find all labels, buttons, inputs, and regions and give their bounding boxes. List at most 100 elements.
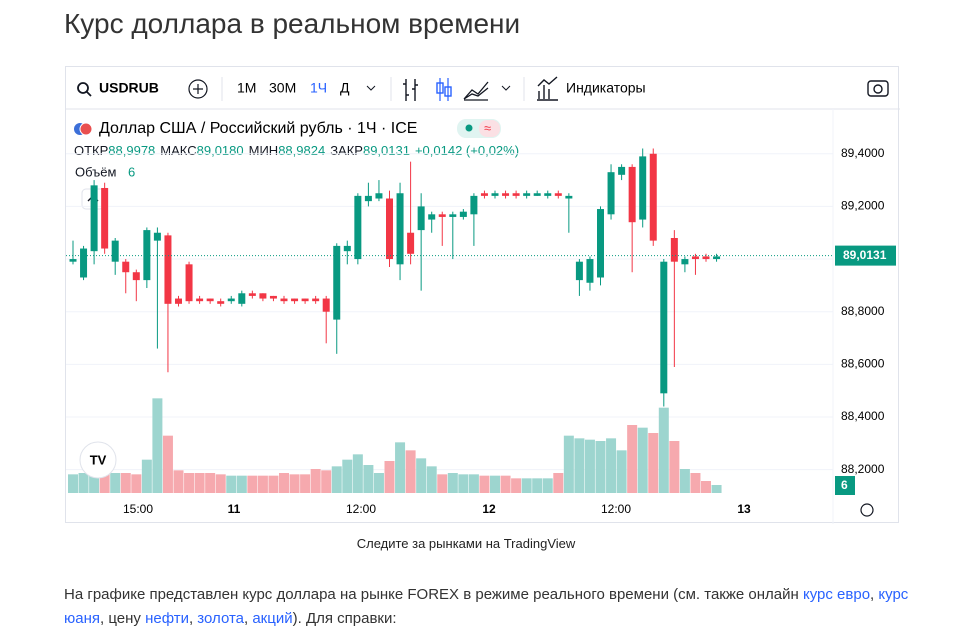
tv-logo-mark: TV (90, 452, 107, 467)
volume-bar (205, 473, 216, 493)
volume-bar (416, 458, 427, 493)
x-tick-label: 12 (482, 502, 496, 516)
candle-body (407, 232, 415, 254)
candle-body (80, 248, 88, 278)
volume-bar (395, 442, 406, 493)
y-tick-label: 88,8000 (841, 304, 885, 318)
text: ). Для справки: (292, 610, 397, 627)
tv-logo[interactable] (79, 441, 117, 479)
candles-icon[interactable] (436, 82, 444, 94)
paragraph: На графике представлен курс доллара на р… (64, 583, 914, 631)
legend-high: 89,0180 (197, 143, 244, 158)
volume-bar (584, 439, 595, 493)
y-tick-label: 88,4000 (841, 409, 885, 423)
candle-body (164, 235, 172, 304)
page: Курс доллара в реальном времени USDRUB 1… (64, 8, 909, 627)
candle-body (185, 264, 193, 302)
volume-bar (426, 466, 437, 493)
candles-icon-wicks (439, 78, 449, 101)
candle-body (101, 187, 109, 249)
volume-bar (173, 470, 184, 493)
interval[interactable]: 30М (269, 80, 296, 96)
candle-body (512, 193, 520, 196)
volume-bar (352, 454, 363, 493)
candle-body (280, 298, 288, 302)
volume-bar (247, 475, 258, 493)
interval[interactable]: Д (340, 80, 350, 96)
volume-bar (300, 474, 311, 493)
candle-body (396, 193, 404, 265)
symbol[interactable]: USDRUB (99, 80, 159, 96)
candle-body (586, 259, 594, 283)
candle-body (322, 298, 330, 312)
chart: USDRUB 1М 30М 1Ч Д Индикаторы Доллар США… (66, 76, 900, 524)
link[interactable]: курс евро (802, 586, 871, 603)
volume-bar (89, 473, 100, 493)
interval-active[interactable]: 1Ч (310, 80, 327, 96)
volume-bar (384, 461, 395, 493)
volume-bar (184, 473, 195, 493)
candle-body (480, 193, 488, 196)
indicators-icon[interactable] (537, 76, 558, 101)
link[interactable]: акций (252, 610, 293, 627)
candle-body (206, 298, 214, 302)
dropdown-arrow[interactable] (501, 85, 511, 91)
legend-close: 89,0131 (363, 143, 410, 158)
candle-body (69, 259, 77, 262)
volume-bar (468, 474, 479, 493)
candle-body (428, 214, 436, 220)
link[interactable]: нефти (145, 610, 189, 627)
candle-body (301, 298, 309, 302)
line-icon[interactable] (463, 81, 489, 101)
last-volume-label: 6 (841, 478, 848, 492)
volume-legend-label: Объём (75, 164, 116, 179)
volume-bar (658, 407, 669, 493)
link[interactable]: золота (197, 610, 244, 627)
candle-body (544, 193, 552, 196)
candle-body (132, 272, 140, 281)
candle-body (470, 195, 478, 215)
volume-bar (458, 474, 469, 493)
delay-icon: ≈ (484, 120, 491, 135)
volume-bar (99, 470, 110, 493)
dropdown-arrow[interactable] (366, 85, 376, 91)
volume-bar (373, 473, 384, 493)
candle-body (111, 240, 119, 262)
candle-body (691, 256, 699, 260)
text: На графике представлен курс доллара на р… (64, 586, 803, 603)
search-icon[interactable] (77, 82, 89, 94)
volume-bar (321, 470, 332, 493)
indicators-button[interactable]: Индикаторы (566, 80, 646, 96)
x-tick-label: 12:00 (601, 502, 631, 516)
candle-body (153, 232, 161, 241)
flag-icon (79, 122, 93, 136)
volume-bar (78, 473, 89, 493)
tradingview-widget: USDRUB 1М 30М 1Ч Д Индикаторы Доллар США… (65, 66, 900, 524)
legend-open: 88,9978 (108, 143, 155, 158)
volume-bar (257, 475, 268, 493)
candle-body (459, 211, 467, 217)
volume-bar (627, 425, 638, 493)
legend-open-label: ОТКР (74, 143, 108, 158)
plus-icon (193, 84, 203, 94)
bars-icon[interactable] (403, 79, 418, 101)
volume-bar (490, 475, 500, 493)
interval[interactable]: 1М (237, 80, 256, 96)
volume-bar (226, 475, 237, 493)
volume-bar (363, 465, 374, 493)
volume-bar (500, 475, 511, 493)
x-tick-label: 12:00 (346, 502, 376, 516)
volume-bar (563, 435, 574, 493)
settings-icon[interactable] (860, 503, 874, 517)
candle-body (269, 295, 277, 299)
volume-bar (279, 473, 289, 493)
volume-bar (637, 427, 648, 493)
compare-button[interactable] (188, 79, 208, 99)
camera-icon[interactable] (867, 80, 889, 97)
candle-body (449, 214, 457, 217)
volume-bar (511, 478, 522, 493)
volume-bar (110, 473, 121, 493)
candle-body (618, 166, 626, 175)
volume-bar (679, 469, 690, 493)
volume-bar (268, 475, 279, 493)
